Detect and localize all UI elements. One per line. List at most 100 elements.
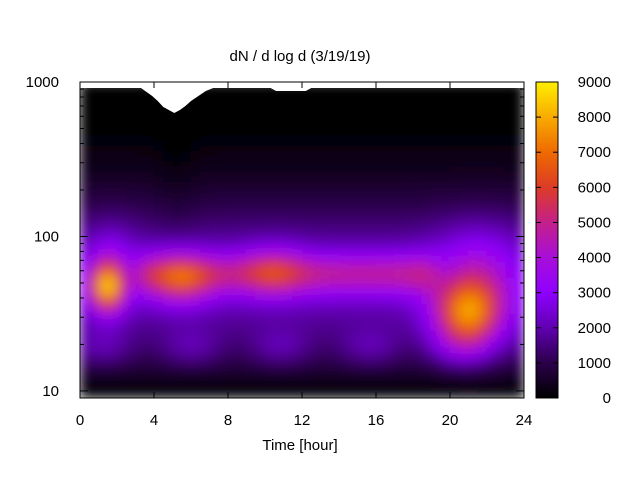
heatmap-cell	[477, 223, 488, 230]
heatmap-cell	[449, 355, 460, 362]
heatmap-cell	[273, 107, 284, 115]
heatmap-cell	[292, 181, 303, 188]
heatmap-cell	[135, 107, 146, 115]
heatmap-cell	[505, 250, 516, 257]
heatmap-cell	[486, 149, 497, 157]
heatmap-cell	[236, 255, 247, 262]
heatmap-cell	[477, 92, 488, 99]
heatmap-cell	[338, 271, 349, 278]
heatmap-cell	[421, 128, 432, 136]
heatmap-cell	[273, 149, 284, 157]
heatmap-cell	[153, 329, 164, 336]
heatmap-cell	[264, 323, 275, 331]
heatmap-cell	[144, 139, 155, 146]
heatmap-cell	[403, 334, 414, 341]
heatmap-cell	[190, 223, 201, 230]
heatmap-cell	[495, 260, 506, 267]
heatmap-cell	[310, 344, 321, 352]
heatmap-cell	[199, 192, 210, 199]
heatmap-cell	[144, 376, 155, 383]
heatmap-cell	[209, 155, 220, 162]
heatmap-cell	[495, 186, 506, 194]
heatmap-cell	[153, 239, 164, 246]
heatmap-cell	[320, 292, 331, 299]
heatmap-cell	[366, 381, 377, 388]
heatmap-cell	[301, 318, 312, 325]
heatmap-cell	[375, 281, 386, 288]
heatmap-cell	[264, 171, 275, 178]
heatmap-cell	[107, 123, 118, 130]
heatmap-cell	[255, 228, 266, 236]
heatmap-cell	[403, 271, 414, 278]
heatmap-cell	[320, 223, 331, 230]
heatmap-cell	[125, 255, 136, 262]
heatmap-cell	[144, 350, 155, 357]
heatmap-cell	[227, 276, 238, 283]
heatmap-cell	[384, 144, 395, 151]
heatmap-cell	[181, 323, 192, 331]
heatmap-cell	[366, 255, 377, 262]
heatmap-cell	[449, 207, 460, 215]
heatmap-cell	[357, 192, 368, 199]
heatmap-cell	[505, 307, 516, 315]
heatmap-cell	[153, 218, 164, 225]
heatmap-cell	[384, 97, 395, 104]
heatmap-cell	[421, 134, 432, 141]
heatmap-cell	[181, 134, 192, 141]
heatmap-cell	[227, 307, 238, 315]
heatmap-cell	[255, 207, 266, 215]
heatmap-cell	[153, 392, 164, 398]
y-tick-label: 100	[34, 228, 59, 245]
heatmap-cell	[495, 223, 506, 230]
heatmap-cell	[283, 155, 294, 162]
heatmap-cell	[218, 376, 229, 383]
heatmap-cell	[190, 207, 201, 215]
heatmap-cell	[301, 307, 312, 315]
heatmap-cell	[162, 197, 173, 204]
heatmap-cell	[144, 271, 155, 278]
heatmap-cell	[162, 329, 173, 336]
heatmap-cell	[477, 381, 488, 388]
heatmap-cell	[375, 334, 386, 341]
heatmap-cell	[292, 329, 303, 336]
heatmap-cell	[88, 176, 99, 183]
heatmap-cell	[468, 234, 479, 241]
heatmap-cell	[283, 292, 294, 299]
heatmap-cell	[172, 160, 183, 167]
heatmap-cell	[199, 102, 210, 109]
heatmap-cell	[320, 334, 331, 341]
heatmap-cell	[403, 128, 414, 136]
heatmap-cell	[172, 386, 183, 394]
heatmap-cell	[181, 107, 192, 115]
heatmap-cell	[384, 186, 395, 194]
heatmap-cell	[310, 334, 321, 341]
heatmap-cell	[505, 92, 516, 99]
heatmap-cell	[495, 234, 506, 241]
heatmap-cell	[190, 323, 201, 331]
heatmap-cell	[255, 234, 266, 241]
heatmap-cell	[273, 255, 284, 262]
heatmap-cell	[181, 318, 192, 325]
heatmap-cell	[449, 334, 460, 341]
colorbar-tick-label: 9000	[578, 74, 611, 91]
heatmap-cell	[347, 160, 358, 167]
heatmap-cell	[347, 292, 358, 299]
heatmap-cell	[412, 334, 423, 341]
heatmap-cell	[320, 355, 331, 362]
heatmap-cell	[477, 113, 488, 120]
heatmap-cell	[283, 165, 294, 173]
heatmap-cell	[273, 386, 284, 394]
heatmap-cell	[329, 102, 340, 109]
heatmap-cell	[246, 181, 257, 188]
heatmap-cell	[264, 176, 275, 183]
heatmap-cell	[310, 181, 321, 188]
heatmap-cell	[273, 181, 284, 188]
heatmap-cell	[181, 302, 192, 309]
heatmap-cell	[199, 392, 210, 398]
heatmap-cell	[292, 144, 303, 151]
heatmap-cell	[190, 334, 201, 341]
heatmap-cell	[264, 186, 275, 194]
heatmap-cell	[468, 286, 479, 294]
heatmap-cell	[394, 213, 405, 220]
heatmap-cell	[153, 381, 164, 388]
